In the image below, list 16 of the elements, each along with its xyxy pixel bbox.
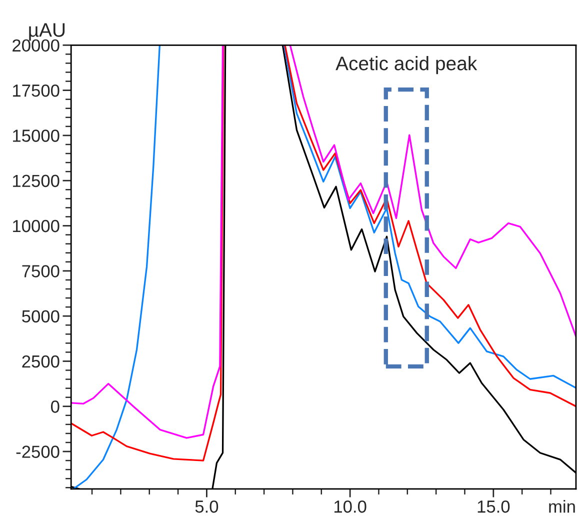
x-tick-label: 10.0	[334, 500, 366, 513]
y-tick-label: 12500	[13, 174, 60, 188]
y-tick-label: 0	[51, 400, 60, 413]
x-axis-title: min	[549, 500, 575, 513]
y-tick-label: 15000	[13, 130, 60, 142]
y-tick-label: 7500	[22, 265, 60, 278]
y-tick-label: -2500	[16, 446, 60, 458]
x-tick-label: 15.0	[478, 500, 510, 513]
annotation: Acetic acid peak	[336, 56, 478, 74]
x-tick-label: 5.0	[195, 500, 218, 513]
y-axis-title: µAU	[29, 23, 65, 41]
y-tick-label: 17500	[13, 84, 60, 97]
y-tick-label: 10000	[13, 220, 60, 232]
y-tick-label: 2500	[22, 355, 60, 368]
y-tick-label: 20000	[12, 39, 60, 52]
y-tick-label: 5000	[22, 310, 60, 323]
